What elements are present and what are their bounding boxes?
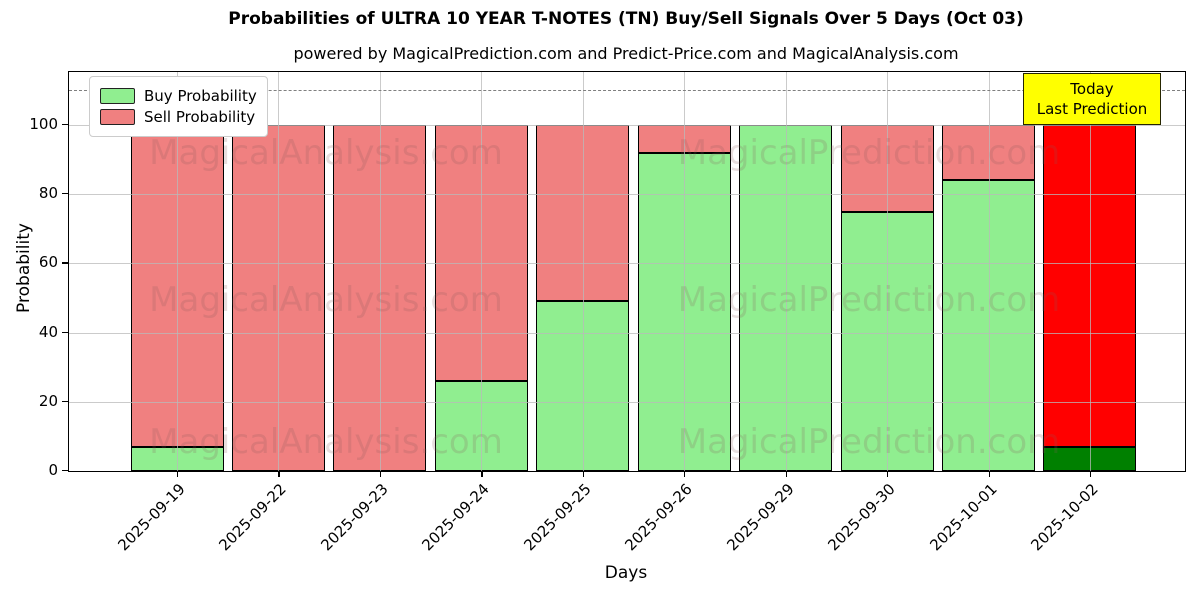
buy-swatch-icon — [100, 88, 135, 104]
y-tick-label: 100 — [29, 115, 58, 133]
x-tick — [379, 471, 382, 477]
legend-label: Sell Probability — [144, 108, 256, 126]
chart-title: Probabilities of ULTRA 10 YEAR T-NOTES (… — [228, 9, 1024, 29]
legend-item-buy: Buy Probability — [100, 87, 257, 105]
legend: Buy Probability Sell Probability — [89, 76, 268, 137]
gridline-v — [1089, 72, 1091, 471]
sell-swatch-icon — [100, 109, 135, 125]
y-tick — [62, 470, 68, 472]
gridline-v — [785, 72, 787, 471]
legend-item-sell: Sell Probability — [100, 108, 257, 126]
gridline-h — [69, 194, 1185, 196]
x-tick — [481, 471, 483, 477]
gridline-h — [69, 332, 1185, 334]
x-tick-label: 2025-09-25 — [520, 480, 595, 555]
x-tick — [887, 471, 889, 477]
x-tick — [684, 471, 686, 477]
y-tick-label: 60 — [38, 253, 58, 272]
y-tick-label: 80 — [38, 184, 58, 203]
gridline-h — [69, 125, 1185, 126]
gridline-v — [887, 72, 889, 471]
today-annotation-line2: Last Prediction — [1036, 100, 1148, 118]
y-tick-label: 0 — [48, 461, 58, 479]
y-tick — [62, 193, 68, 195]
gridline-h — [69, 263, 1185, 265]
gridline-h — [69, 401, 1185, 403]
y-axis-label: Probability — [14, 223, 34, 313]
chart-subtitle: powered by MagicalPrediction.com and Pre… — [293, 44, 959, 63]
y-tick — [62, 331, 68, 333]
y-tick-label: 20 — [38, 391, 58, 410]
gridline-v — [379, 72, 381, 471]
x-tick — [278, 471, 280, 477]
y-tick — [62, 262, 68, 264]
plot-area: Buy Probability Sell Probability Today L… — [68, 71, 1186, 477]
x-tick — [785, 471, 787, 477]
x-tick-label: 2025-09-19 — [114, 480, 189, 555]
gridline-v — [278, 72, 280, 471]
x-axis-label: Days — [604, 563, 648, 583]
y-tick — [62, 124, 68, 126]
gridline-v — [988, 72, 990, 471]
x-tick-label: 2025-09-23 — [317, 480, 392, 555]
x-tick — [582, 471, 585, 477]
gridline-v — [481, 72, 483, 471]
today-annotation-line1: Today — [1070, 80, 1114, 98]
today-annotation: Today Last Prediction — [1023, 73, 1161, 125]
dashed-threshold-line — [69, 90, 1185, 92]
x-tick — [177, 471, 179, 477]
gridline-v — [582, 72, 584, 471]
y-tick-label: 40 — [38, 322, 58, 341]
y-tick — [62, 400, 68, 403]
gridline-v — [177, 72, 178, 471]
legend-label: Buy Probability — [144, 87, 257, 105]
gridline-v — [684, 72, 686, 471]
x-tick — [1089, 471, 1092, 477]
x-tick — [988, 471, 990, 477]
